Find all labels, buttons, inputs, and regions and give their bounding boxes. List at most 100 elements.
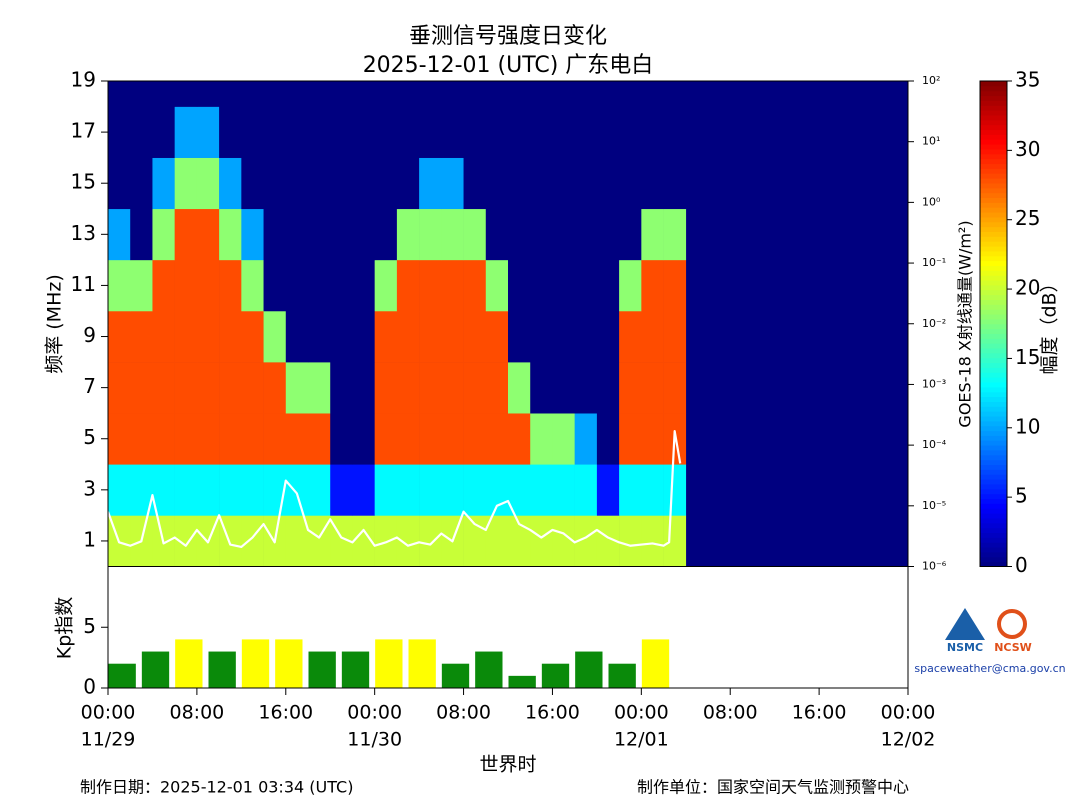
heatmap-cell — [396, 208, 420, 261]
heatmap-cell — [419, 362, 442, 414]
heatmap-cell — [130, 208, 153, 261]
y-tick-label: 19 — [71, 68, 96, 92]
heatmap-cell — [108, 362, 131, 414]
heatmap-cell — [663, 310, 687, 363]
heatmap-cell — [108, 106, 131, 158]
heatmap-cell — [374, 81, 398, 107]
heatmap-cell — [174, 259, 198, 312]
heatmap-cell — [552, 259, 575, 312]
heatmap-cell — [308, 413, 331, 465]
y-tick-label: 17 — [71, 119, 96, 143]
ncsw-text: NCSW — [994, 641, 1032, 654]
logos: NSMC NCSW spaceweather@cma.gov.cn — [914, 608, 1066, 675]
y2-tick-label: 10⁻¹ — [922, 256, 946, 269]
heatmap-cell — [441, 259, 464, 312]
colorbar-segment — [980, 474, 1007, 480]
heatmap-cell — [552, 208, 575, 261]
colorbar-segment — [980, 411, 1007, 417]
heatmap-cell — [396, 157, 420, 210]
heatmap-cell — [552, 157, 575, 210]
heatmap-cell — [641, 515, 664, 567]
heatmap-cell — [130, 157, 153, 210]
colorbar-segment — [980, 445, 1007, 451]
heatmap-cell — [419, 413, 442, 465]
chart-subtitle: 2025-12-01 (UTC) 广东电白 — [363, 53, 654, 78]
heatmap-cell — [619, 464, 642, 516]
y-tick-label: 13 — [71, 221, 96, 245]
colorbar-segment — [980, 309, 1007, 315]
y-tick-label: 11 — [71, 272, 96, 296]
y-tick-label: 3 — [83, 476, 96, 500]
bar — [408, 639, 436, 688]
heatmap-cell — [663, 464, 687, 516]
heatmap-cell — [396, 310, 420, 363]
colorbar-segment — [980, 396, 1007, 402]
bar — [308, 651, 336, 688]
heatmap-cell — [108, 413, 131, 465]
heatmap-cell — [241, 157, 264, 210]
heatmap-cell — [396, 81, 420, 107]
heatmap-cell — [463, 157, 487, 210]
heatmap-cell — [441, 208, 464, 261]
heatmap-cell — [441, 106, 464, 158]
heatmap-cell — [508, 259, 531, 312]
heatmap-cell — [352, 106, 375, 158]
email: spaceweather@cma.gov.cn — [914, 662, 1065, 675]
bar — [208, 651, 236, 688]
heatmap-cell — [219, 413, 242, 465]
y2-tick-label: 10⁻⁴ — [922, 438, 947, 451]
heatmap-cell — [641, 464, 664, 516]
heatmap-cell — [619, 208, 642, 261]
heatmap-cell — [596, 259, 620, 312]
heatmap-cell — [463, 413, 487, 465]
heatmap-cell — [596, 81, 620, 107]
heatmap-cell — [263, 259, 287, 312]
bar — [241, 639, 270, 688]
colorbar-segment — [980, 493, 1007, 500]
colorbar-segment — [980, 265, 1007, 271]
heatmap-cell — [130, 362, 153, 414]
colorbar-segment — [980, 158, 1007, 165]
heatmap-cell — [574, 515, 598, 567]
colorbar-tick-label: 25 — [1015, 206, 1040, 230]
heatmap-cell — [419, 157, 442, 210]
heatmap-cell — [352, 413, 375, 465]
heatmap-cell — [196, 464, 220, 516]
plot-frame — [107, 80, 909, 689]
x-tick-label: 16:00 — [258, 702, 313, 724]
heatmap-cell — [108, 208, 131, 261]
heatmap-cell — [308, 362, 331, 414]
heatmap-cell — [174, 81, 198, 107]
heatmap-cell — [174, 413, 198, 465]
heatmap-cell — [552, 81, 575, 107]
heatmap-cell — [619, 362, 642, 414]
heatmap-cell — [196, 81, 220, 107]
colorbar-segment — [980, 85, 1007, 92]
heatmap-cell — [641, 413, 664, 465]
heatmap-cell — [485, 515, 509, 567]
colorbar-segment — [980, 187, 1007, 194]
colorbar-segment — [980, 110, 1007, 116]
colorbar-segment — [980, 479, 1007, 485]
heatmap-cell — [219, 208, 242, 261]
heatmap-cell — [596, 515, 620, 567]
heatmap-cell — [596, 106, 620, 158]
heatmap-cell — [285, 259, 309, 312]
heatmap-cell — [441, 81, 464, 107]
x-date-label: 12/01 — [614, 729, 669, 751]
heatmap-cell — [574, 157, 598, 210]
heatmap-cell — [130, 310, 153, 363]
heatmap-cell — [508, 81, 531, 107]
heatmap-cell — [374, 413, 398, 465]
colorbar-tick-label: 15 — [1015, 345, 1040, 369]
colorbar-segment — [980, 464, 1007, 470]
colorbar-segment — [980, 129, 1007, 135]
kp-tick-label: 5 — [83, 614, 96, 638]
heatmap-cell — [308, 464, 331, 516]
heatmap-cell — [463, 464, 487, 516]
heatmap-cell — [596, 362, 620, 414]
heatmap-cell — [285, 81, 309, 107]
heatmap-cell — [263, 362, 287, 414]
colorbar-segment — [980, 420, 1007, 427]
heatmap-cell — [485, 157, 509, 210]
